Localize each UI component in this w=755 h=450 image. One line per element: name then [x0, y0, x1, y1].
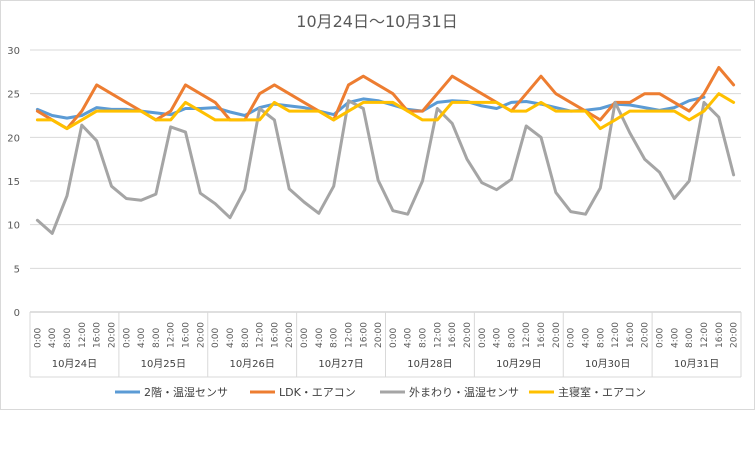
x-tick-label: 0:00	[33, 328, 43, 348]
gridlines	[30, 49, 741, 269]
x-tick-label: 4:00	[581, 328, 591, 348]
day-label: 10月28日	[407, 358, 452, 370]
day-label: 10月30日	[585, 358, 630, 370]
y-tick-label: 15	[7, 177, 20, 188]
x-tick-label: 0:00	[478, 328, 488, 348]
x-tick-label: 8:00	[685, 328, 695, 348]
x-tick-label: 16:00	[93, 322, 103, 348]
x-tick-label: 8:00	[241, 328, 251, 348]
legend: 2階・温湿センサ LDK・エアコン 外まわり・温湿センサ 主寝室・エアコン	[115, 385, 646, 399]
x-tick-label: 20:00	[196, 322, 206, 348]
x-tick-label: 16:00	[182, 322, 192, 348]
x-tick-label: 8:00	[596, 328, 606, 348]
legend-label: 主寝室・エアコン	[558, 385, 646, 399]
x-tick-label: 16:00	[270, 322, 280, 348]
day-label: 10月27日	[318, 358, 363, 370]
x-tick-label: 8:00	[63, 328, 73, 348]
x-tick-label: 16:00	[715, 322, 725, 348]
x-tick-label: 12:00	[700, 322, 710, 348]
x-tick-label: 20:00	[107, 322, 117, 348]
x-tick-label: 20:00	[463, 322, 473, 348]
x-tick-label: 4:00	[404, 328, 414, 348]
x-tick-label: 0:00	[656, 328, 666, 348]
x-tick-label: 0:00	[300, 328, 310, 348]
x-tick-label: 20:00	[552, 322, 562, 348]
x-tick-label: 4:00	[137, 328, 147, 348]
axes: 0 5 10 15 20 25 30 0:00 4:00 8:00 12:00 16:00 20:00 1…	[7, 46, 742, 378]
day-label: 10月31日	[674, 358, 719, 370]
day-label: 10月29日	[496, 358, 541, 370]
x-tick-label: 12:00	[167, 322, 177, 348]
series-line	[35, 99, 736, 235]
x-tick-label: 16:00	[359, 322, 369, 348]
x-tick-label: 0:00	[389, 328, 399, 348]
x-tick-label: 4:00	[493, 328, 503, 348]
x-tick-label: 12:00	[433, 322, 443, 348]
x-tick-label: 0:00	[211, 328, 221, 348]
chart-area	[0, 0, 755, 410]
series-line	[35, 66, 736, 131]
x-tick-label: 8:00	[507, 328, 517, 348]
y-tick-label: 20	[7, 133, 20, 144]
y-tick-label: 5	[14, 264, 20, 275]
y-tick-label: 10	[7, 221, 20, 232]
x-tick-label: 8:00	[419, 328, 429, 348]
line-chart: 10月24日～10月31日 0 5 10 15 20 25 30 0:00 4:00 8:00 12…	[7, 12, 742, 399]
x-tick-label: 4:00	[48, 328, 58, 348]
legend-label: 2階・温湿センサ	[144, 385, 228, 399]
x-tick-label: 16:00	[626, 322, 636, 348]
legend-label: 外まわり・温湿センサ	[409, 386, 519, 399]
day-label: 10月25日	[141, 358, 186, 370]
x-tick-label: 0:00	[122, 328, 132, 348]
x-tick-label: 12:00	[78, 322, 88, 348]
legend-label: LDK・エアコン	[279, 386, 356, 399]
x-tick-label: 20:00	[730, 322, 740, 348]
x-tick-label: 20:00	[285, 322, 295, 348]
y-tick-label: 30	[7, 46, 20, 57]
x-tick-label: 12:00	[344, 322, 354, 348]
x-tick-label: 4:00	[670, 328, 680, 348]
x-tick-label: 16:00	[537, 322, 547, 348]
day-label: 10月26日	[229, 358, 274, 370]
x-tick-label: 20:00	[641, 322, 651, 348]
series-line	[35, 95, 706, 120]
day-label: 10月24日	[52, 358, 97, 370]
x-tick-label: 4:00	[226, 328, 236, 348]
x-tick-label: 0:00	[567, 328, 577, 348]
x-tick-label: 12:00	[611, 322, 621, 348]
x-tick-label: 4:00	[315, 328, 325, 348]
series-lines	[35, 66, 736, 235]
x-tick-label: 12:00	[522, 322, 532, 348]
y-tick-label: 0	[14, 308, 20, 319]
x-tick-label: 8:00	[330, 328, 340, 348]
x-tick-label: 12:00	[256, 322, 266, 348]
x-tick-label: 20:00	[374, 322, 384, 348]
chart-title: 10月24日～10月31日	[296, 12, 457, 31]
y-tick-label: 25	[7, 90, 20, 101]
x-tick-label: 8:00	[152, 328, 162, 348]
x-tick-label: 16:00	[448, 322, 458, 348]
series-line	[35, 92, 736, 131]
